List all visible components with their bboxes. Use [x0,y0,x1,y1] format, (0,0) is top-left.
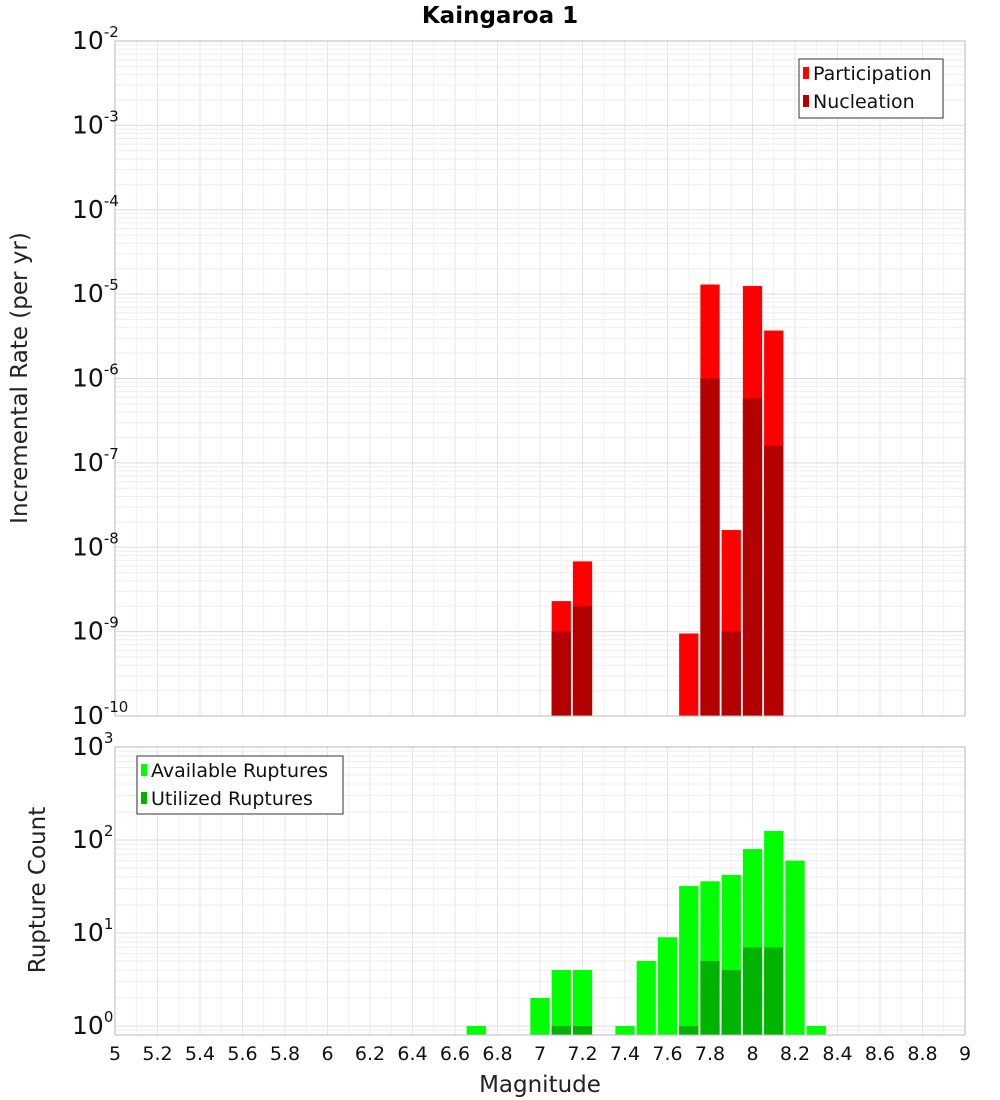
bottom-y-tick-label: 102 [72,822,113,854]
top-y-tick-label: 10-8 [72,529,119,561]
x-tick-label: 6.4 [397,1043,427,1065]
bottom-legend-swatch [141,764,147,776]
x-tick-label: 7.8 [695,1043,725,1065]
bottom-legend-box [136,755,344,815]
top-bar-series2 [551,631,571,716]
bottom-bar-series2 [764,947,784,1035]
top-bar-series1 [679,633,699,716]
x-tick-label: 6.2 [355,1043,385,1065]
top-y-tick-label: 10-9 [72,614,119,646]
bottom-y-tick-label: 100 [72,1008,113,1040]
top-plot-area: 10-10 10-9 10-8 10-7 10-6 10-5 10-4 10-3 10-2 Par… [72,23,966,730]
top-plot-frame [114,40,966,717]
top-legend-box [798,58,944,119]
x-tick-label: 7.4 [610,1043,640,1065]
top-legend-label: Participation [813,63,932,85]
top-bar-series2 [764,445,784,716]
bottom-bar-series1 [785,860,805,1035]
top-y-axis-label: Incremental Rate (per yr) [7,232,33,524]
bottom-plot-area: 100 101 102 103 Available Ruptures Utilized R… [72,729,966,1040]
bottom-bar-series2 [551,1025,571,1035]
bottom-bar-series2 [572,1025,593,1035]
bottom-bar-series2 [679,1025,699,1035]
top-bar-series2 [742,398,763,716]
top-legend-label: Nucleation [813,91,915,113]
top-y-tick-label: 10-4 [72,192,119,224]
bottom-bar-series1 [679,886,699,1035]
bottom-legend-swatch [141,792,147,804]
x-tick-label: 6 [321,1043,333,1065]
x-tick-label: 5.2 [142,1043,172,1065]
bottom-bar-series2 [721,969,741,1035]
x-tick-label: 5.4 [185,1043,215,1065]
top-y-tick-label: 10-7 [72,445,119,477]
bottom-legend-label: Utilized Ruptures [151,788,313,810]
bottom-y-ticks: 100 101 102 103 [72,729,113,1040]
bottom-legend: Available Ruptures Utilized Ruptures [136,755,344,815]
top-y-tick-label: 10-10 [72,698,128,730]
top-y-tick-label: 10-2 [72,23,119,55]
x-tick-label: 8.6 [865,1043,895,1065]
top-grid [114,40,966,717]
bottom-y-axis-label: Rupture Count [25,807,51,973]
x-tick-label: 8.4 [822,1043,852,1065]
bottom-y-tick-label: 101 [72,915,113,947]
bottom-bars [466,830,826,1035]
top-legend-swatch [803,67,809,79]
x-tick-label: 5 [109,1043,121,1065]
x-tick-label: 7.6 [652,1043,682,1065]
x-tick-label: 8.8 [907,1043,937,1065]
x-tick-label: 7 [534,1043,546,1065]
bottom-bar-series1 [615,1025,635,1035]
top-y-tick-label: 10-5 [72,276,119,308]
x-tick-label: 6.6 [440,1043,470,1065]
bottom-bar-series2 [742,947,763,1035]
top-y-tick-label: 10-6 [72,361,119,393]
bottom-y-tick-label: 103 [72,729,113,761]
top-bars [551,284,784,716]
x-tick-label: 5.6 [227,1043,257,1065]
bottom-bar-series2 [700,960,720,1035]
chart-title: Kaingaroa 1 [422,3,578,29]
top-bar-series2 [700,378,720,716]
x-tick-label: 8 [746,1043,758,1065]
top-y-ticks: 10-10 10-9 10-8 10-7 10-6 10-5 10-4 10-3 10-2 [72,23,128,730]
x-axis-label: Magnitude [479,1072,601,1098]
bottom-bar-series1 [466,1025,486,1035]
top-y-tick-label: 10-3 [72,107,119,139]
bottom-bar-series1 [657,937,678,1035]
top-legend-swatch [803,95,809,107]
x-tick-label: 7.2 [567,1043,597,1065]
x-axis-ticks: 5 5.2 5.4 5.6 5.8 6 6.2 6.4 6.6 6.8 7 7.2 7.4 7.6 7.8 8… [109,1043,971,1065]
top-bar-series2 [721,631,741,716]
bottom-plot-frame [114,746,966,1036]
bottom-bar-series1 [530,997,550,1035]
x-tick-label: 9 [959,1043,971,1065]
bottom-bar-series1 [572,969,593,1035]
x-tick-label: 6.8 [482,1043,512,1065]
top-bar-series2 [572,606,593,716]
top-legend: Participation Nucleation [798,58,944,119]
bottom-bar-series1 [636,960,656,1035]
x-tick-label: 8.2 [780,1043,810,1065]
bottom-bar-series1 [551,969,571,1035]
bottom-legend-label: Available Ruptures [151,760,328,782]
bottom-bar-series1 [806,1025,826,1035]
x-tick-label: 5.8 [270,1043,300,1065]
